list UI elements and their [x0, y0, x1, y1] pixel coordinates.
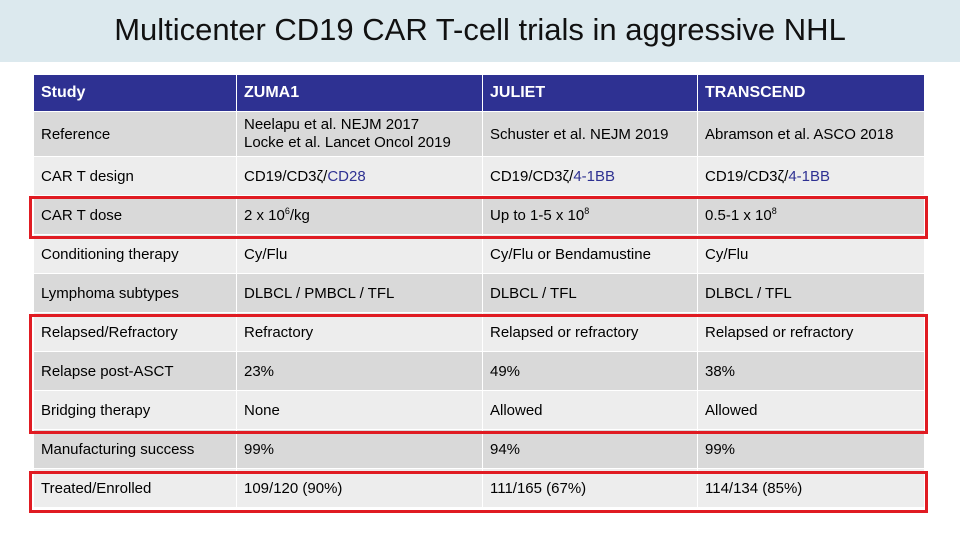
cell-juliet: Cy/Flu or Bendamustine [482, 234, 698, 274]
table-header-row: Study ZUMA1 JULIET TRANSCEND [33, 74, 925, 112]
cell-juliet: CD19/CD3ζ/4-1BB [482, 156, 698, 196]
cell-transcend: DLBCL / TFL [697, 273, 925, 313]
header-study: Study [33, 74, 237, 112]
row-label: Conditioning therapy [33, 234, 237, 274]
header-zuma1: ZUMA1 [236, 74, 483, 112]
cell-transcend: 99% [697, 429, 925, 469]
row-label: Lymphoma subtypes [33, 273, 237, 313]
table-row-reference: Reference Neelapu et al. NEJM 2017 Locke… [33, 111, 925, 157]
cell-zuma1: None [236, 390, 483, 430]
costim-domain: 4-1BB [788, 167, 831, 185]
table-row-conditioning: Conditioning therapy Cy/Flu Cy/Flu or Be… [33, 234, 925, 274]
costim-domain: 4-1BB [573, 167, 616, 185]
row-label: Relapsed/Refractory [33, 312, 237, 352]
cell-transcend: Cy/Flu [697, 234, 925, 274]
table-row-bridging: Bridging therapy None Allowed Allowed [33, 390, 925, 430]
exponent: 8 [584, 205, 590, 216]
exponent: 6 [284, 205, 290, 216]
cell-text: CD19/CD3ζ/ [490, 167, 574, 185]
cell-juliet: 49% [482, 351, 698, 391]
row-label: CAR T design [33, 156, 237, 196]
exponent: 8 [771, 205, 777, 216]
trials-table: Study ZUMA1 JULIET TRANSCEND Reference N… [33, 74, 925, 508]
table-row-dose: CAR T dose 2 x 106/kg Up to 1-5 x 108 0.… [33, 195, 925, 235]
cell-zuma1: Refractory [236, 312, 483, 352]
header-juliet: JULIET [482, 74, 698, 112]
costim-domain: CD28 [327, 167, 366, 185]
cell-zuma1: Cy/Flu [236, 234, 483, 274]
cell-zuma1: 109/120 (90%) [236, 468, 483, 508]
cell-text: CD19/CD3ζ/ [244, 167, 328, 185]
cell-text: Locke et al. Lancet Oncol 2019 [244, 134, 451, 151]
row-label: Reference [33, 111, 237, 157]
cell-zuma1: 2 x 106/kg [236, 195, 483, 235]
cell-juliet: 94% [482, 429, 698, 469]
highlight-box-treated [29, 471, 928, 513]
cell-zuma1: CD19/CD3ζ/CD28 [236, 156, 483, 196]
cell-transcend: Allowed [697, 390, 925, 430]
cell-juliet: Relapsed or refractory [482, 312, 698, 352]
table-row-design: CAR T design CD19/CD3ζ/CD28 CD19/CD3ζ/4-… [33, 156, 925, 196]
cell-zuma1: DLBCL / PMBCL / TFL [236, 273, 483, 313]
cell-text: 0.5-1 x 10 [705, 206, 772, 224]
row-label: Relapse post-ASCT [33, 351, 237, 391]
cell-zuma1: Neelapu et al. NEJM 2017 Locke et al. La… [236, 111, 483, 157]
row-label: Manufacturing success [33, 429, 237, 469]
table-row-relapsed: Relapsed/Refractory Refractory Relapsed … [33, 312, 925, 352]
title-bar [0, 0, 960, 62]
cell-text: Up to 1-5 x 10 [490, 206, 585, 224]
header-transcend: TRANSCEND [697, 74, 925, 112]
cell-text: /kg [289, 206, 310, 224]
cell-juliet: Allowed [482, 390, 698, 430]
table-row-manufacturing: Manufacturing success 99% 94% 99% [33, 429, 925, 469]
cell-transcend: 114/134 (85%) [697, 468, 925, 508]
cell-juliet: 111/165 (67%) [482, 468, 698, 508]
table-row-treated: Treated/Enrolled 109/120 (90%) 111/165 (… [33, 468, 925, 508]
table-row-subtypes: Lymphoma subtypes DLBCL / PMBCL / TFL DL… [33, 273, 925, 313]
cell-text: Neelapu et al. NEJM 2017 [244, 116, 420, 133]
row-label: Bridging therapy [33, 390, 237, 430]
row-label: Treated/Enrolled [33, 468, 237, 508]
cell-zuma1: 99% [236, 429, 483, 469]
cell-juliet: Schuster et al. NEJM 2019 [482, 111, 698, 157]
table-row-post-asct: Relapse post-ASCT 23% 49% 38% [33, 351, 925, 391]
row-label: CAR T dose [33, 195, 237, 235]
slide-title: Multicenter CD19 CAR T-cell trials in ag… [114, 12, 846, 47]
cell-juliet: DLBCL / TFL [482, 273, 698, 313]
highlight-box-dose [29, 196, 928, 239]
cell-zuma1: 23% [236, 351, 483, 391]
cell-transcend: CD19/CD3ζ/4-1BB [697, 156, 925, 196]
cell-text: CD19/CD3ζ/ [705, 167, 789, 185]
cell-text: 2 x 10 [244, 206, 285, 224]
cell-transcend: Abramson et al. ASCO 2018 [697, 111, 925, 157]
highlight-box-patient-selection [29, 314, 928, 434]
cell-transcend: 0.5-1 x 108 [697, 195, 925, 235]
